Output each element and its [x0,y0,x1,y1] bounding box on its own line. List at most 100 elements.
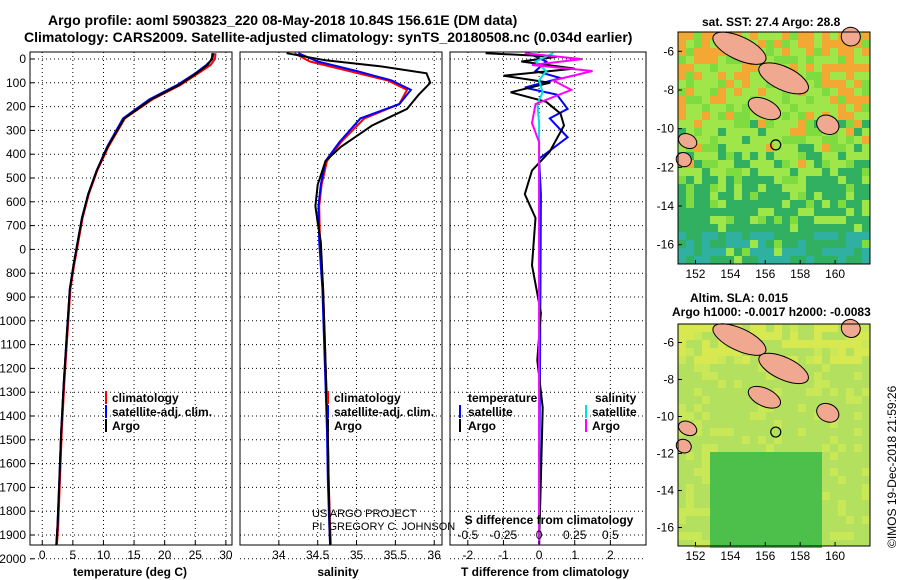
map-cell [726,168,734,176]
map-cell [822,64,830,72]
map-cell [774,460,782,468]
map-cell [798,404,806,412]
map-cell [782,232,790,240]
float-position-marker [770,426,782,438]
map-cell [766,48,774,56]
map-cell [734,168,742,176]
xtick-label: 0 [39,548,46,562]
map-cell [790,232,798,240]
map-cell [790,240,798,248]
map-cell [838,232,846,240]
map-cell [702,468,710,476]
sst-map: 152 154 156 158 160 -6 -8 -10 -12 -14 -16 [657,26,871,281]
map-cell [814,452,822,460]
map-cell [774,324,782,332]
map-cell [766,176,774,184]
map-cell [686,412,694,420]
ytick-label: 1400 [0,409,26,423]
map-ytick-label: -16 [657,521,675,535]
map-cell [854,200,862,208]
temperature-xlabel: temperature (deg C) [73,565,187,579]
map-cell [678,192,686,200]
map-cell [806,112,814,120]
map-cell [790,216,798,224]
map-cell [854,332,862,340]
map-cell [710,492,718,500]
map-cell [742,72,750,80]
map-cell [782,540,790,548]
map-cell [718,80,726,88]
ytick-label: 200 [6,100,26,114]
map-cell [814,372,822,380]
map-cell [726,112,734,120]
xtick-label: 34 [272,548,286,562]
map-cell [702,192,710,200]
map-cell [814,332,822,340]
map-cell [702,176,710,184]
map-cell [726,80,734,88]
ytick-label: 1600 [0,457,26,471]
map-cell [806,492,814,500]
map-cell [694,356,702,364]
map-cell [806,340,814,348]
map-cell [686,32,694,40]
map-cell [694,248,702,256]
map-cell [742,436,750,444]
xtick-label: 34.5 [306,548,330,562]
map-cell [846,160,854,168]
map-cell [862,348,870,356]
map-cell [790,64,798,72]
map-cell [854,208,862,216]
map-cell [750,248,758,256]
map-cell [702,216,710,224]
map-cell [702,396,710,404]
map-cell [862,240,870,248]
xtick-label: 25 [189,548,203,562]
map-cell [838,152,846,160]
map-cell [694,120,702,128]
map-cell [830,468,838,476]
map-cell [686,88,694,96]
map-cell [718,48,726,56]
map-cell [734,540,742,548]
map-cell [846,184,854,192]
map-cell [798,136,806,144]
map-cell [790,524,798,532]
map-cell [734,240,742,248]
map-cell [774,540,782,548]
map-cell [814,484,822,492]
map-cell [814,524,822,532]
map-cell [726,216,734,224]
map-cell [726,104,734,112]
map-cell [814,184,822,192]
map-cell [766,216,774,224]
map-cell [694,216,702,224]
map-cell [766,468,774,476]
map-cell [710,468,718,476]
map-cell [838,64,846,72]
ytick-label: 1000 [0,314,26,328]
island [675,438,692,454]
map-cell [838,120,846,128]
map-cell [838,240,846,248]
map-cell [766,192,774,200]
map-cell [782,32,790,40]
map-cell [822,224,830,232]
map-cell [854,372,862,380]
map-cell [718,516,726,524]
map-cell [862,80,870,88]
map-cell [766,516,774,524]
map-cell [838,112,846,120]
map-cell [830,340,838,348]
map-cell [726,476,734,484]
map-cell [718,380,726,388]
map-cell [862,96,870,104]
map-cell [806,468,814,476]
map-cell [790,104,798,112]
map-cell [678,104,686,112]
map-cell [734,176,742,184]
map-cell [854,96,862,104]
map-cell [710,232,718,240]
map-cell [838,192,846,200]
map-cell [822,256,830,264]
